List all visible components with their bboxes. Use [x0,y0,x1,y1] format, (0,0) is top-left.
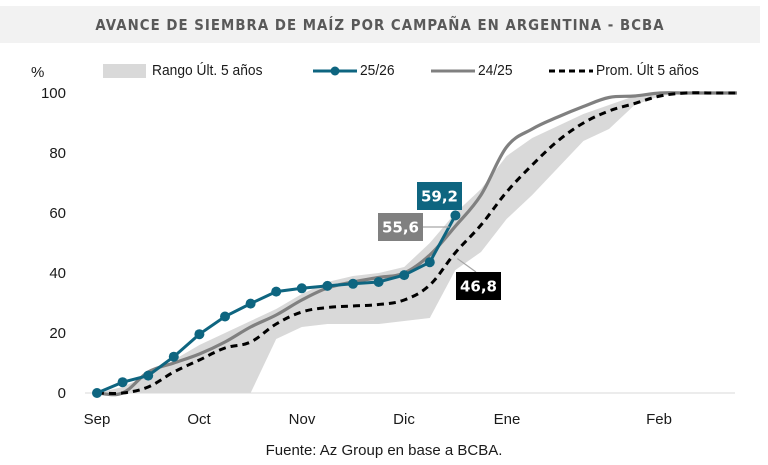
legend-swatch-range-icon [103,63,146,78]
legend-item-range: Rango Últ. 5 años [103,62,272,79]
legend-label-avg: Prom. Últ 5 años [596,62,699,79]
legend-item-2425: 24/25 [430,62,516,79]
chart-title-bar: AVANCE DE SIEMBRA DE MAÍZ POR CAMPAÑA EN… [0,6,760,43]
x-tick-label: Feb [646,411,672,428]
legend-label-2425: 24/25 [478,62,513,79]
series-marker-2526 [399,270,410,281]
data-label-2425: 55,6 [382,219,419,237]
series-marker-2526 [424,257,435,268]
y-axis: 0 20 40 60 80 100 [41,85,66,402]
data-label-2526: 59,2 [421,188,458,206]
series-marker-2526 [450,210,461,221]
y-axis-unit-label: % [31,64,45,81]
series-marker-2526 [271,286,282,297]
series-marker-2526 [143,370,154,381]
legend-item-2526: 25/26 [312,62,398,79]
series-marker-2526 [220,311,230,322]
data-labels-group: 59,255,6 46,8 [378,182,501,300]
y-tick-label: 60 [49,205,66,222]
y-tick-label: 100 [41,85,66,102]
x-tick-label: Ene [494,411,521,428]
y-tick-label: 80 [49,145,66,162]
series-marker-2526 [117,377,128,388]
series-marker-2526 [296,283,307,294]
series-marker-2526 [373,277,384,287]
y-tick-label: 40 [49,265,66,282]
series-line-avg [96,91,737,395]
legend-line-marker-2526-icon [313,66,357,75]
data-label-2425-box [378,213,423,241]
source-note: Fuente: Az Group en base a BCBA. [265,442,503,459]
x-tick-label: Oct [187,411,211,428]
series-group [92,91,737,398]
chart-title: AVANCE DE SIEMBRA DE MAÍZ POR CAMPAÑA EN… [95,15,665,34]
y-tick-label: 20 [49,325,66,342]
data-label-avg-leader [457,258,477,273]
chart-legend: Rango Últ. 5 años 25/26 24/25 Prom. Últ … [0,62,768,82]
legend-label-2526: 25/26 [360,62,395,79]
x-axis: Sep Oct Nov Dic Ene Feb [84,411,672,428]
y-tick-label: 0 [58,385,66,402]
x-tick-label: Dic [393,411,415,428]
series-marker-2526 [92,388,102,398]
legend-label-range: Rango Últ. 5 años [152,62,263,79]
legend-dashed-line-avg-icon [549,69,593,72]
series-marker-2526 [168,351,179,362]
series-marker-2526 [194,329,205,340]
data-label-avg: 46,8 [460,278,497,296]
data-label-2526-box [417,182,462,210]
range-area [97,93,737,393]
series-marker-2526 [245,298,256,309]
series-marker-2526 [322,280,333,291]
legend-line-2425-icon [431,69,475,72]
range-area-group [97,93,737,393]
data-label-avg-box [456,272,501,300]
series-line-2425 [96,91,737,397]
series-marker-2526 [348,278,358,289]
x-tick-label: Sep [84,411,111,428]
legend-item-avg: Prom. Últ 5 años [548,62,708,79]
x-tick-label: Nov [289,411,316,428]
